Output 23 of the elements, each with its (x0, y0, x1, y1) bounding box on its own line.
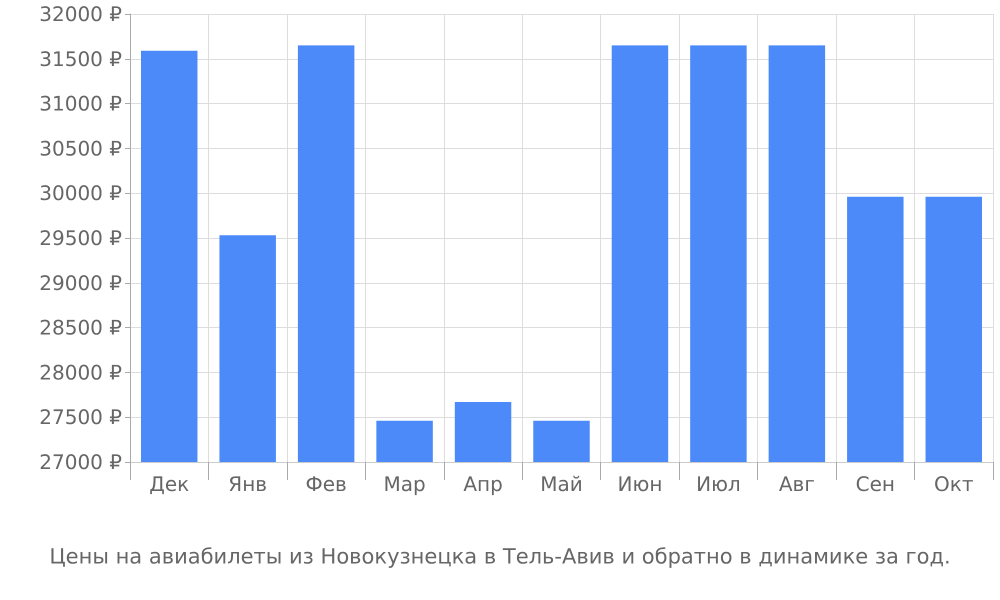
y-tick-label: 29000 ₽ (39, 270, 122, 295)
x-tick-label: Мар (383, 472, 426, 496)
x-tick-label: Дек (149, 472, 190, 496)
x-tick-label: Авг (778, 472, 815, 496)
y-tick-label: 30000 ₽ (39, 181, 122, 206)
text: Цены на авиабилеты из Новокузнецка в Тель-Авив и обратно в динамике за год. (49, 544, 951, 568)
y-tick-label: 31500 ₽ (39, 46, 122, 71)
x-tick-label: Май (540, 472, 583, 496)
x-tick-label: Апр (463, 472, 503, 496)
y-tick-label: 28500 ₽ (39, 316, 122, 340)
y-tick-label: 32000 ₽ (39, 2, 122, 26)
y-tick-label: 27000 ₽ (39, 450, 122, 474)
y-tick-label: 28000 ₽ (39, 360, 122, 384)
y-tick-label: 27500 ₽ (39, 405, 122, 430)
x-tick-label: Сен (856, 472, 895, 496)
y-tick-label: 31000 ₽ (39, 92, 122, 116)
x-tick-label: Июн (618, 472, 662, 496)
x-tick-label: Янв (228, 472, 268, 496)
x-tick-label: Июл (696, 472, 741, 496)
x-tick-label: Окт (934, 472, 974, 496)
y-tick-label: 30500 ₽ (39, 136, 122, 160)
y-tick-label: 29500 ₽ (39, 226, 122, 250)
x-tick-label: Фев (305, 472, 347, 496)
